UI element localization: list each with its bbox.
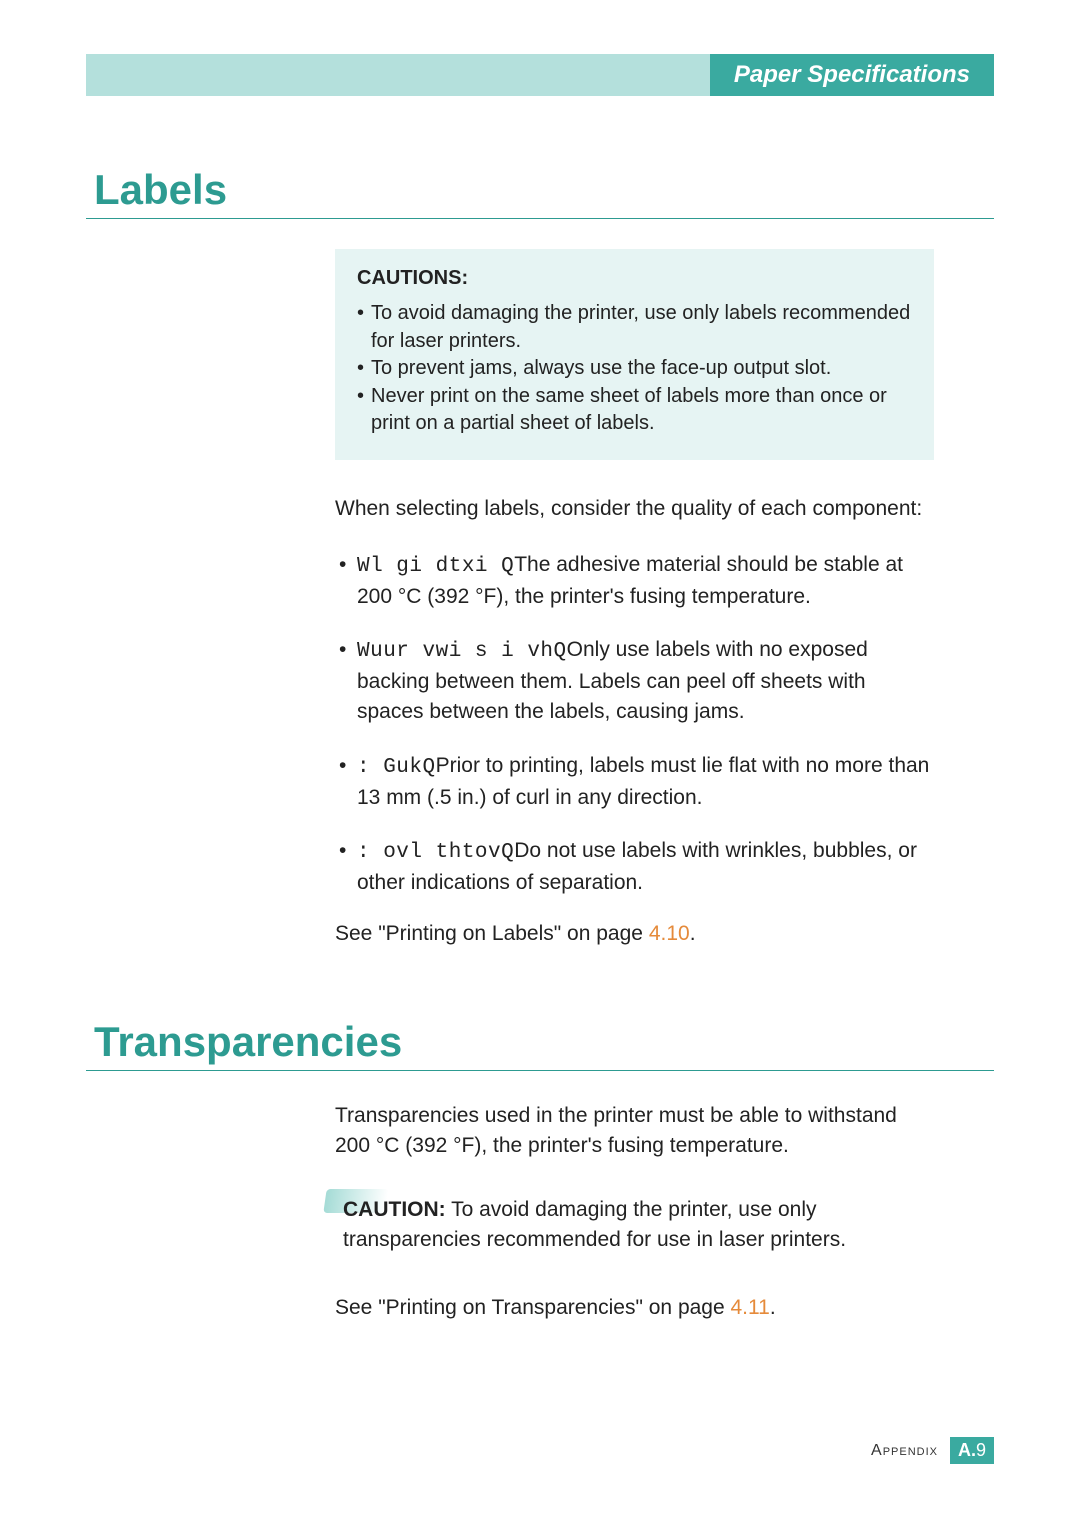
labels-bullets: Wl gi dtxi QThe adhesive material should…	[335, 550, 934, 898]
header-title: Paper Specifications	[734, 61, 970, 89]
footer-page-badge: A.9	[950, 1437, 994, 1464]
footer-label: Appendix	[871, 1442, 938, 1460]
bullet-lead: : GukQ	[357, 756, 436, 779]
see-suffix: .	[770, 1296, 776, 1319]
inline-caution-text: CAUTION: To avoid damaging the printer, …	[343, 1195, 930, 1255]
transparencies-content: Transparencies used in the printer must …	[335, 1101, 934, 1320]
footer: Appendix A.9	[871, 1437, 994, 1464]
cautions-list: To avoid damaging the printer, use only …	[357, 300, 912, 438]
inline-caution: CAUTION: To avoid damaging the printer, …	[335, 1187, 934, 1263]
labels-bullet: : GukQPrior to printing, labels must lie…	[335, 751, 934, 813]
header-bar: Paper Specifications	[86, 54, 994, 96]
labels-bullet: Wl gi dtxi QThe adhesive material should…	[335, 550, 934, 612]
section-heading-transparencies: Transparencies	[94, 1018, 994, 1066]
header-title-box: Paper Specifications	[710, 54, 994, 96]
section-rule	[86, 218, 994, 219]
footer-page-number: 9	[976, 1440, 986, 1460]
footer-page-letter: A.	[958, 1440, 976, 1460]
bullet-lead: Wuur vwi s i vhQ	[357, 640, 567, 663]
labels-content: CAUTIONS: To avoid damaging the printer,…	[335, 249, 934, 946]
labels-see: See "Printing on Labels" on page 4.10.	[335, 922, 934, 946]
section-rule	[86, 1070, 994, 1071]
page-ref[interactable]: 4.10	[649, 922, 690, 945]
bullet-lead: Wl gi dtxi Q	[357, 555, 514, 578]
labels-intro: When selecting labels, consider the qual…	[335, 494, 934, 524]
see-prefix: See "Printing on Labels" on page	[335, 922, 649, 945]
caution-item: To avoid damaging the printer, use only …	[357, 300, 912, 355]
cautions-heading: CAUTIONS:	[357, 267, 912, 290]
labels-bullet: Wuur vwi s i vhQOnly use labels with no …	[335, 635, 934, 726]
see-suffix: .	[690, 922, 696, 945]
caution-item: To prevent jams, always use the face-up …	[357, 355, 912, 383]
see-prefix: See "Printing on Transparencies" on page	[335, 1296, 731, 1319]
bullet-text: Prior to printing, labels must lie flat …	[357, 754, 929, 809]
cautions-box: CAUTIONS: To avoid damaging the printer,…	[335, 249, 934, 460]
inline-caution-label: CAUTION:	[343, 1198, 446, 1221]
labels-bullet: : ovl thtovQDo not use labels with wrink…	[335, 836, 934, 898]
page-ref[interactable]: 4.11	[731, 1296, 770, 1319]
transparencies-intro: Transparencies used in the printer must …	[335, 1101, 934, 1161]
transparencies-see: See "Printing on Transparencies" on page…	[335, 1296, 934, 1320]
bullet-lead: : ovl thtovQ	[357, 841, 514, 864]
caution-item: Never print on the same sheet of labels …	[357, 383, 912, 438]
header-light-strip	[86, 54, 710, 96]
section-heading-labels: Labels	[94, 166, 994, 214]
